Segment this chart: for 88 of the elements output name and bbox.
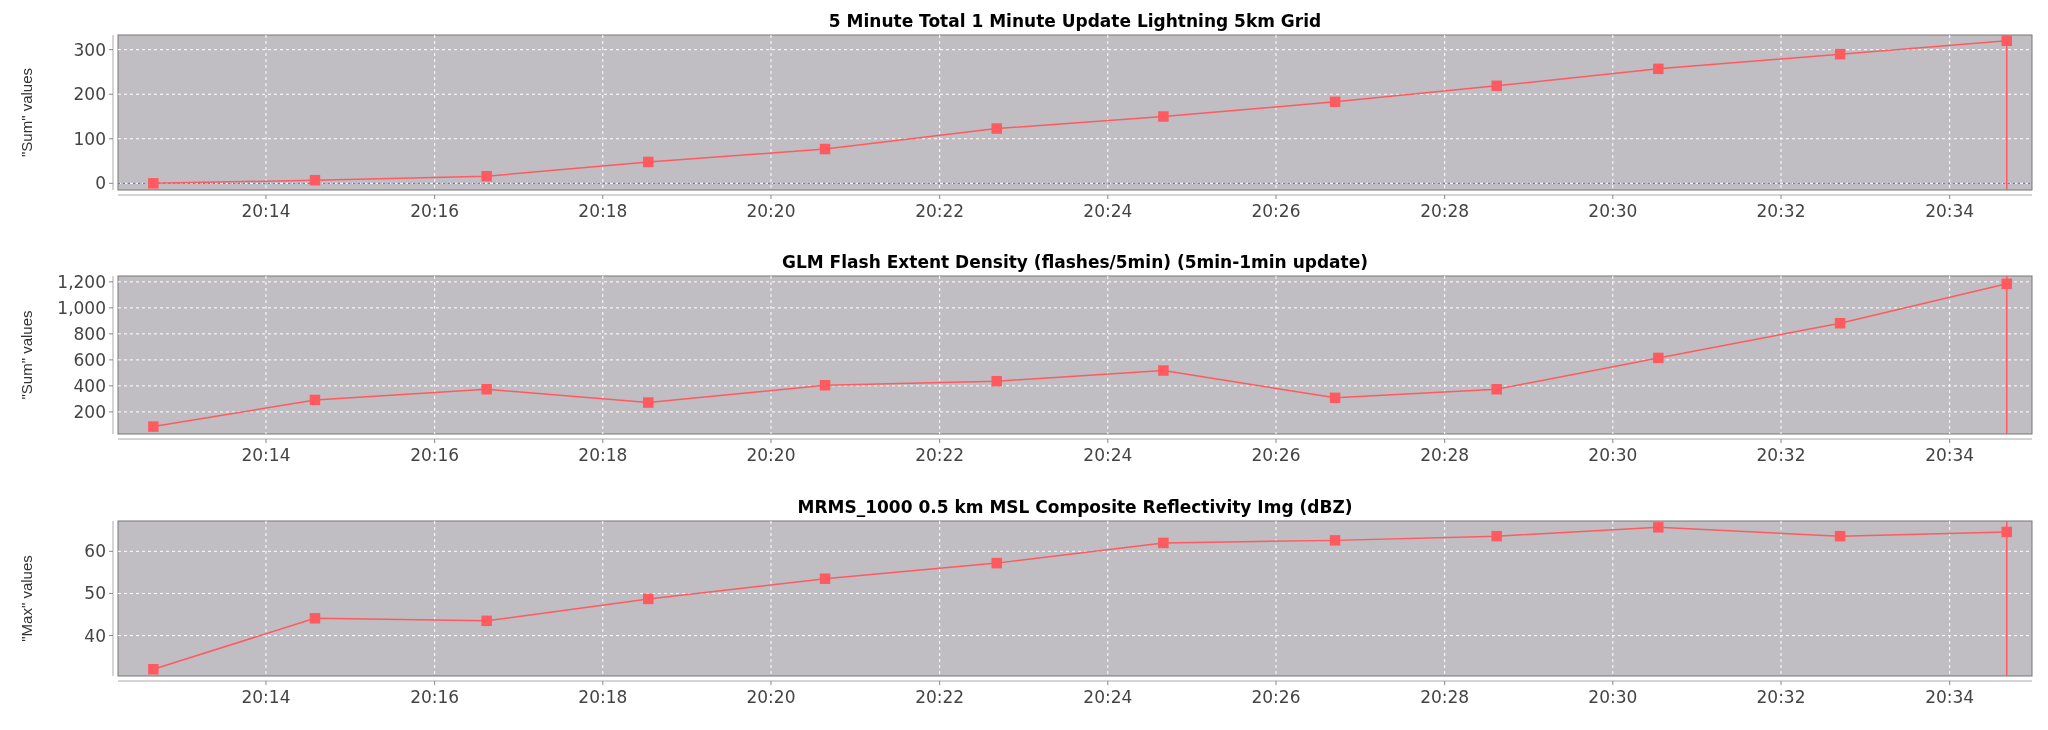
point — [1158, 111, 1169, 122]
y-axis-title: "Sum" values — [18, 310, 35, 400]
point — [481, 615, 492, 627]
x-tick-label: 20:26 — [1251, 445, 1301, 465]
point — [819, 573, 831, 584]
point — [1491, 384, 1502, 395]
point — [309, 394, 321, 406]
x-tick-label: 20:22 — [915, 201, 965, 221]
y-tick-label: 100 — [73, 128, 106, 149]
x-tick-label: 20:34 — [1925, 201, 1975, 221]
y-tick-label: 0 — [95, 173, 106, 194]
x-tick-label: 20:14 — [241, 445, 291, 465]
point — [309, 174, 321, 186]
x-tick-label: 20:30 — [1588, 687, 1638, 707]
x-tick-label: 20:32 — [1756, 445, 1806, 465]
x-tick-label: 20:28 — [1420, 201, 1470, 221]
point — [1653, 522, 1664, 533]
x-tick-label: 20:30 — [1588, 201, 1638, 221]
y-axis-title: "Sum" values — [18, 67, 35, 158]
y-tick-label: 200 — [73, 84, 106, 105]
x-tick-label: 20:34 — [1925, 687, 1975, 707]
point — [1491, 80, 1502, 92]
x-tick-label: 20:24 — [1083, 201, 1133, 221]
x-tick-label: 20:14 — [241, 687, 291, 707]
y-tick-label: 40 — [84, 625, 106, 646]
point — [2001, 526, 2012, 538]
point — [1158, 537, 1169, 549]
point — [481, 170, 492, 182]
point — [481, 384, 492, 395]
x-tick-label: 20:28 — [1420, 687, 1470, 707]
y-tick-label: 300 — [73, 39, 106, 60]
y-tick-label: 800 — [73, 323, 106, 344]
chart-title: GLM Flash Extent Density (flashes/5min) (5min-1min update) — [782, 252, 1368, 272]
point — [1491, 530, 1502, 542]
y-tick-label: 600 — [73, 349, 106, 370]
x-tick-label: 20:32 — [1756, 687, 1806, 707]
x-tick-label: 20:18 — [578, 445, 628, 465]
x-tick-label: 20:16 — [410, 687, 460, 707]
x-tick-label: 20:34 — [1925, 445, 1975, 465]
chart-title: MRMS_1000 0.5 km MSL Composite Reflectivity Img (dBZ) — [797, 497, 1353, 517]
point — [1834, 530, 1846, 542]
x-tick-label: 20:22 — [915, 687, 965, 707]
y-tick-label: 50 — [84, 583, 106, 604]
point — [819, 143, 831, 155]
point — [1653, 352, 1664, 364]
point — [819, 379, 831, 391]
y-tick-label: 400 — [73, 375, 106, 396]
x-tick-label: 20:18 — [578, 687, 628, 707]
point — [2001, 278, 2012, 290]
point — [643, 156, 654, 168]
point — [148, 421, 159, 432]
x-tick-label: 20:26 — [1251, 201, 1301, 221]
x-tick-label: 20:14 — [241, 201, 291, 221]
point — [1158, 365, 1169, 376]
point — [1329, 96, 1341, 108]
x-tick-label: 20:32 — [1756, 201, 1806, 221]
chart-title: 5 Minute Total 1 Minute Update Lightning 5km Grid — [828, 11, 1322, 31]
point — [148, 178, 159, 189]
x-tick-label: 20:20 — [746, 201, 796, 221]
y-tick-label: 1,200 — [57, 271, 106, 292]
y-tick-label: 200 — [73, 401, 106, 422]
point — [991, 557, 1002, 569]
x-tick-label: 20:16 — [410, 445, 460, 465]
x-tick-label: 20:24 — [1083, 687, 1133, 707]
point — [1834, 48, 1846, 60]
point — [1653, 63, 1664, 75]
point — [1329, 535, 1341, 546]
point — [991, 375, 1002, 387]
point — [148, 664, 159, 675]
y-axis-title: "Max" values — [18, 555, 35, 642]
x-tick-label: 20:22 — [915, 445, 965, 465]
x-tick-label: 20:20 — [746, 445, 796, 465]
point — [309, 613, 321, 624]
x-tick-label: 20:24 — [1083, 445, 1133, 465]
point — [643, 397, 654, 408]
point — [2001, 35, 2012, 47]
x-tick-label: 20:28 — [1420, 445, 1470, 465]
x-tick-label: 20:20 — [746, 687, 796, 707]
y-tick-label: 60 — [84, 541, 106, 562]
point — [1834, 317, 1846, 329]
x-tick-label: 20:16 — [410, 201, 460, 221]
point — [991, 123, 1002, 134]
y-tick-label: 1,000 — [57, 297, 106, 318]
point — [643, 593, 654, 605]
x-tick-label: 20:30 — [1588, 445, 1638, 465]
x-tick-label: 20:18 — [578, 201, 628, 221]
point — [1329, 392, 1341, 404]
x-tick-label: 20:26 — [1251, 687, 1301, 707]
